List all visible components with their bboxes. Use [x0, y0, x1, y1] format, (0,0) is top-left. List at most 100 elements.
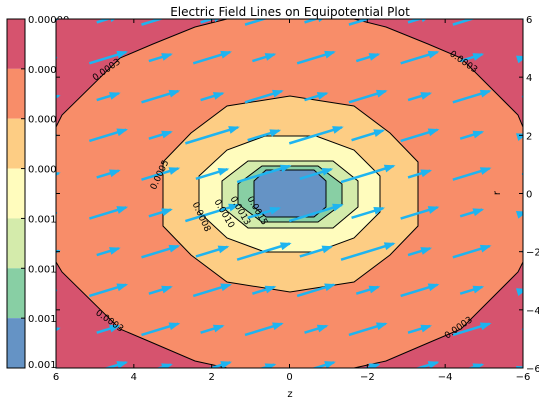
field-arrow — [466, 363, 485, 368]
colorbar-band — [7, 318, 25, 368]
contour-band-0-00150 — [254, 170, 326, 217]
field-arrow — [407, 324, 433, 334]
field-arrow — [348, 322, 388, 337]
colorbar-band — [7, 218, 25, 269]
field-arrow — [459, 285, 485, 295]
field-arrow — [185, 126, 240, 145]
field-arrow — [252, 285, 277, 295]
field-arrow — [141, 322, 181, 337]
field-arrow — [88, 206, 129, 220]
field-arrow — [363, 363, 381, 368]
field-arrow — [407, 247, 433, 257]
field-arrow — [192, 50, 232, 65]
field-arrow — [259, 363, 277, 368]
field-arrow — [56, 94, 61, 99]
field-arrow — [88, 50, 129, 65]
field-arrow — [96, 92, 121, 102]
y-tick-label: 2 — [526, 131, 532, 142]
x-tick-label: −6 — [516, 372, 531, 383]
field-arrow — [304, 324, 329, 334]
field-arrow — [236, 164, 292, 184]
x-tick-label: −4 — [438, 372, 453, 383]
contour-line-0-0010 — [221, 160, 359, 229]
field-arrow — [96, 169, 121, 179]
field-arrow — [141, 244, 181, 259]
field-arrow — [56, 327, 61, 332]
contour-line-0-0003 — [56, 19, 523, 368]
field-arrow — [515, 288, 523, 296]
field-arrow — [148, 285, 173, 295]
field-arrow — [459, 208, 485, 218]
plot-area: 0.0003 0.0003 0.0003 0.0003 0.0005 0.000… — [53, 15, 539, 383]
field-arrow — [96, 324, 121, 334]
field-arrow — [155, 363, 173, 368]
field-arrow — [414, 361, 440, 368]
field-arrow — [244, 89, 284, 104]
field-arrow — [247, 129, 282, 142]
field-arrow — [351, 129, 386, 142]
field-arrow — [141, 89, 181, 104]
field-arrow — [141, 167, 181, 181]
field-arrow — [56, 171, 61, 177]
colorbar-band — [7, 68, 25, 119]
y-tick-label: −2 — [526, 248, 539, 259]
colorbar: 0.00000 0.00025 0.00050 0.00075 0.00100 0.001… — [6, 15, 69, 371]
colorbar-tick-label: 0.00025 — [28, 65, 69, 76]
colorbar-frame — [6, 18, 26, 369]
colorbar-tick-label: 0.00000 — [28, 15, 69, 26]
field-arrow — [459, 53, 485, 63]
y-tick-label: −4 — [526, 306, 539, 317]
x-tick-label: 0 — [286, 372, 292, 383]
field-arrow — [200, 92, 225, 102]
field-arrow — [96, 247, 121, 257]
field-arrow — [288, 126, 344, 145]
field-arrow — [296, 283, 336, 298]
colorbar-band — [7, 168, 25, 219]
field-arrow — [515, 365, 523, 368]
colorbar-band — [7, 118, 25, 169]
field-arrow — [296, 50, 336, 65]
field-arrow — [400, 283, 440, 298]
field-arrow — [252, 53, 277, 63]
y-axis-label: r — [492, 190, 503, 195]
colorbar-tick-label: 0.00075 — [28, 165, 69, 176]
field-arrow — [200, 324, 225, 334]
field-arrow — [195, 167, 230, 181]
colorbar-band — [7, 268, 25, 319]
field-arrow — [148, 130, 173, 140]
colorbar-band — [7, 19, 25, 69]
field-arrow — [236, 242, 292, 261]
field-arrow — [195, 245, 230, 258]
field-arrow — [88, 128, 129, 143]
x-tick-label: 4 — [131, 372, 137, 383]
colorbar-tick-label: 0.00050 — [28, 115, 69, 126]
field-arrow — [355, 285, 381, 295]
field-arrow — [148, 53, 173, 63]
field-arrow — [340, 242, 396, 261]
y-tick-label: −6 — [526, 364, 539, 375]
field-arrow — [56, 19, 60, 22]
x-tick-label: −2 — [360, 372, 375, 383]
colorbar-tick-label: 0.00150 — [28, 314, 69, 325]
field-arrows — [56, 19, 523, 368]
y-axis: 6 4 2 0 −2 −4 −6 — [56, 15, 539, 375]
field-arrow — [247, 206, 282, 220]
field-arrow — [355, 53, 381, 63]
field-arrow — [452, 89, 492, 104]
field-arrow — [88, 283, 129, 298]
x-tick-label: 2 — [208, 372, 214, 383]
field-arrow — [452, 244, 492, 259]
field-arrow — [192, 283, 232, 298]
field-arrow — [400, 50, 440, 65]
field-arrow — [459, 130, 485, 140]
field-arrow — [185, 203, 240, 223]
colorbar-tick-label: 0.00175 — [28, 360, 69, 371]
field-arrow — [407, 92, 433, 102]
field-arrow — [288, 203, 344, 223]
field-arrow — [452, 322, 492, 337]
field-arrow — [515, 55, 523, 64]
chart-title: Electric Field Lines on Equipotential Pl… — [170, 5, 410, 19]
field-arrow — [452, 167, 492, 181]
field-arrow — [207, 361, 232, 368]
